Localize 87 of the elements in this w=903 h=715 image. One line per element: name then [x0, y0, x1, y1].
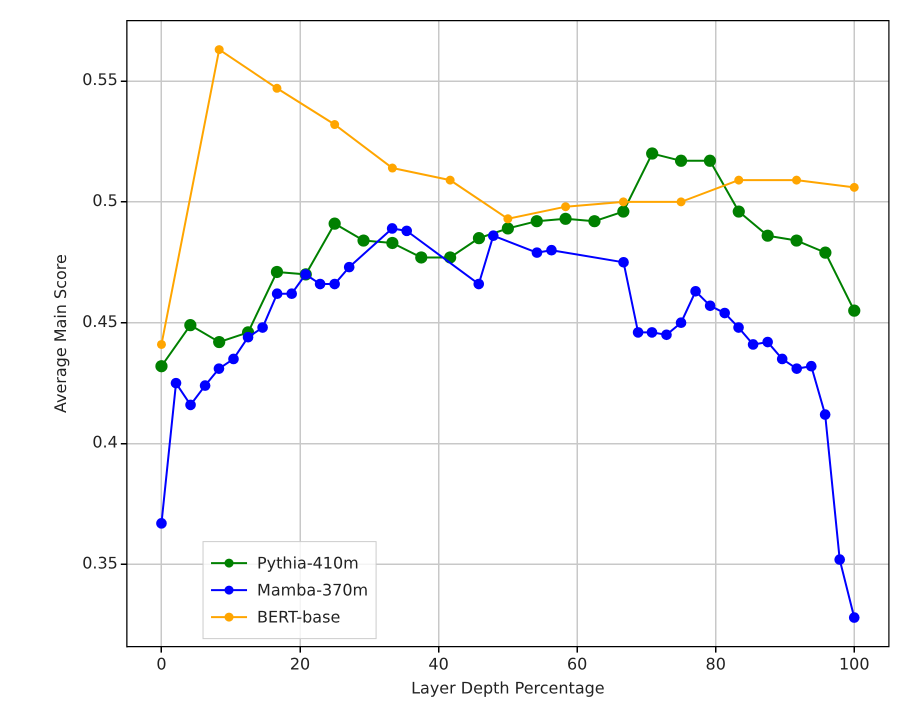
point — [503, 214, 512, 224]
point — [820, 409, 830, 420]
point — [719, 308, 730, 318]
point — [184, 319, 196, 332]
point — [676, 197, 686, 206]
point — [850, 182, 859, 192]
point — [286, 288, 298, 300]
point — [473, 278, 484, 290]
point — [834, 554, 846, 565]
point — [386, 223, 398, 234]
legend-label: BERT-base — [257, 607, 340, 626]
point — [776, 354, 788, 364]
x-tick-label: 0 — [156, 654, 167, 674]
point — [530, 215, 543, 228]
point — [185, 400, 196, 410]
point — [588, 215, 601, 228]
point — [559, 212, 572, 225]
point — [386, 236, 398, 250]
point — [472, 232, 486, 244]
point — [848, 304, 860, 317]
point — [488, 230, 499, 242]
point — [228, 354, 239, 364]
point — [272, 288, 282, 300]
legend-label: Pythia-410m — [257, 553, 359, 572]
point — [156, 518, 167, 529]
point — [314, 278, 326, 290]
point — [676, 317, 686, 328]
point — [328, 218, 341, 230]
point — [704, 154, 716, 167]
x-tick-label: 40 — [428, 654, 449, 674]
point — [200, 380, 210, 391]
x-tick-label: 100 — [838, 654, 870, 674]
y-tick-label: 0.45 — [82, 312, 118, 331]
point — [762, 336, 773, 348]
point — [792, 176, 802, 185]
point — [762, 230, 774, 242]
point — [632, 327, 644, 338]
point — [561, 202, 570, 212]
point — [734, 176, 744, 185]
x-tick-label: 20 — [290, 654, 310, 674]
y-tick-label: 0.55 — [82, 70, 118, 90]
point — [704, 300, 716, 312]
point — [661, 330, 672, 340]
point — [848, 612, 860, 623]
y-tick-label: 0.35 — [82, 554, 118, 573]
point — [790, 234, 803, 247]
y-tick-label: 0.4 — [92, 432, 118, 452]
legend-label: Mamba-370m — [257, 580, 368, 600]
point — [257, 322, 268, 333]
y-axis-title: Average Main Score — [50, 254, 70, 414]
point — [415, 251, 428, 264]
point — [748, 339, 758, 350]
point — [242, 332, 254, 343]
x-tick-label: 80 — [706, 654, 726, 674]
point — [214, 363, 224, 374]
point — [272, 84, 282, 93]
point — [388, 164, 397, 173]
point — [819, 246, 832, 259]
point — [270, 266, 284, 278]
point — [646, 327, 658, 338]
point — [155, 360, 168, 372]
point — [733, 322, 744, 333]
point — [170, 378, 182, 388]
point — [617, 205, 630, 218]
x-tick-label: 60 — [566, 654, 588, 674]
point — [156, 340, 166, 349]
point — [791, 363, 802, 374]
point — [806, 360, 817, 372]
point — [646, 147, 658, 160]
point — [214, 45, 224, 54]
point — [357, 234, 370, 247]
y-tick-label: 0.5 — [92, 191, 118, 210]
point — [674, 154, 688, 167]
point — [618, 197, 628, 206]
point — [329, 278, 340, 290]
point — [401, 226, 412, 236]
point — [344, 262, 355, 272]
point — [546, 244, 557, 256]
point — [690, 286, 701, 297]
point — [330, 120, 340, 130]
point — [502, 222, 514, 235]
point — [532, 247, 542, 258]
point — [446, 176, 455, 185]
x-axis-title: Layer Depth Percentage — [411, 678, 605, 698]
point — [618, 257, 629, 268]
point — [732, 205, 745, 218]
point — [213, 336, 226, 348]
